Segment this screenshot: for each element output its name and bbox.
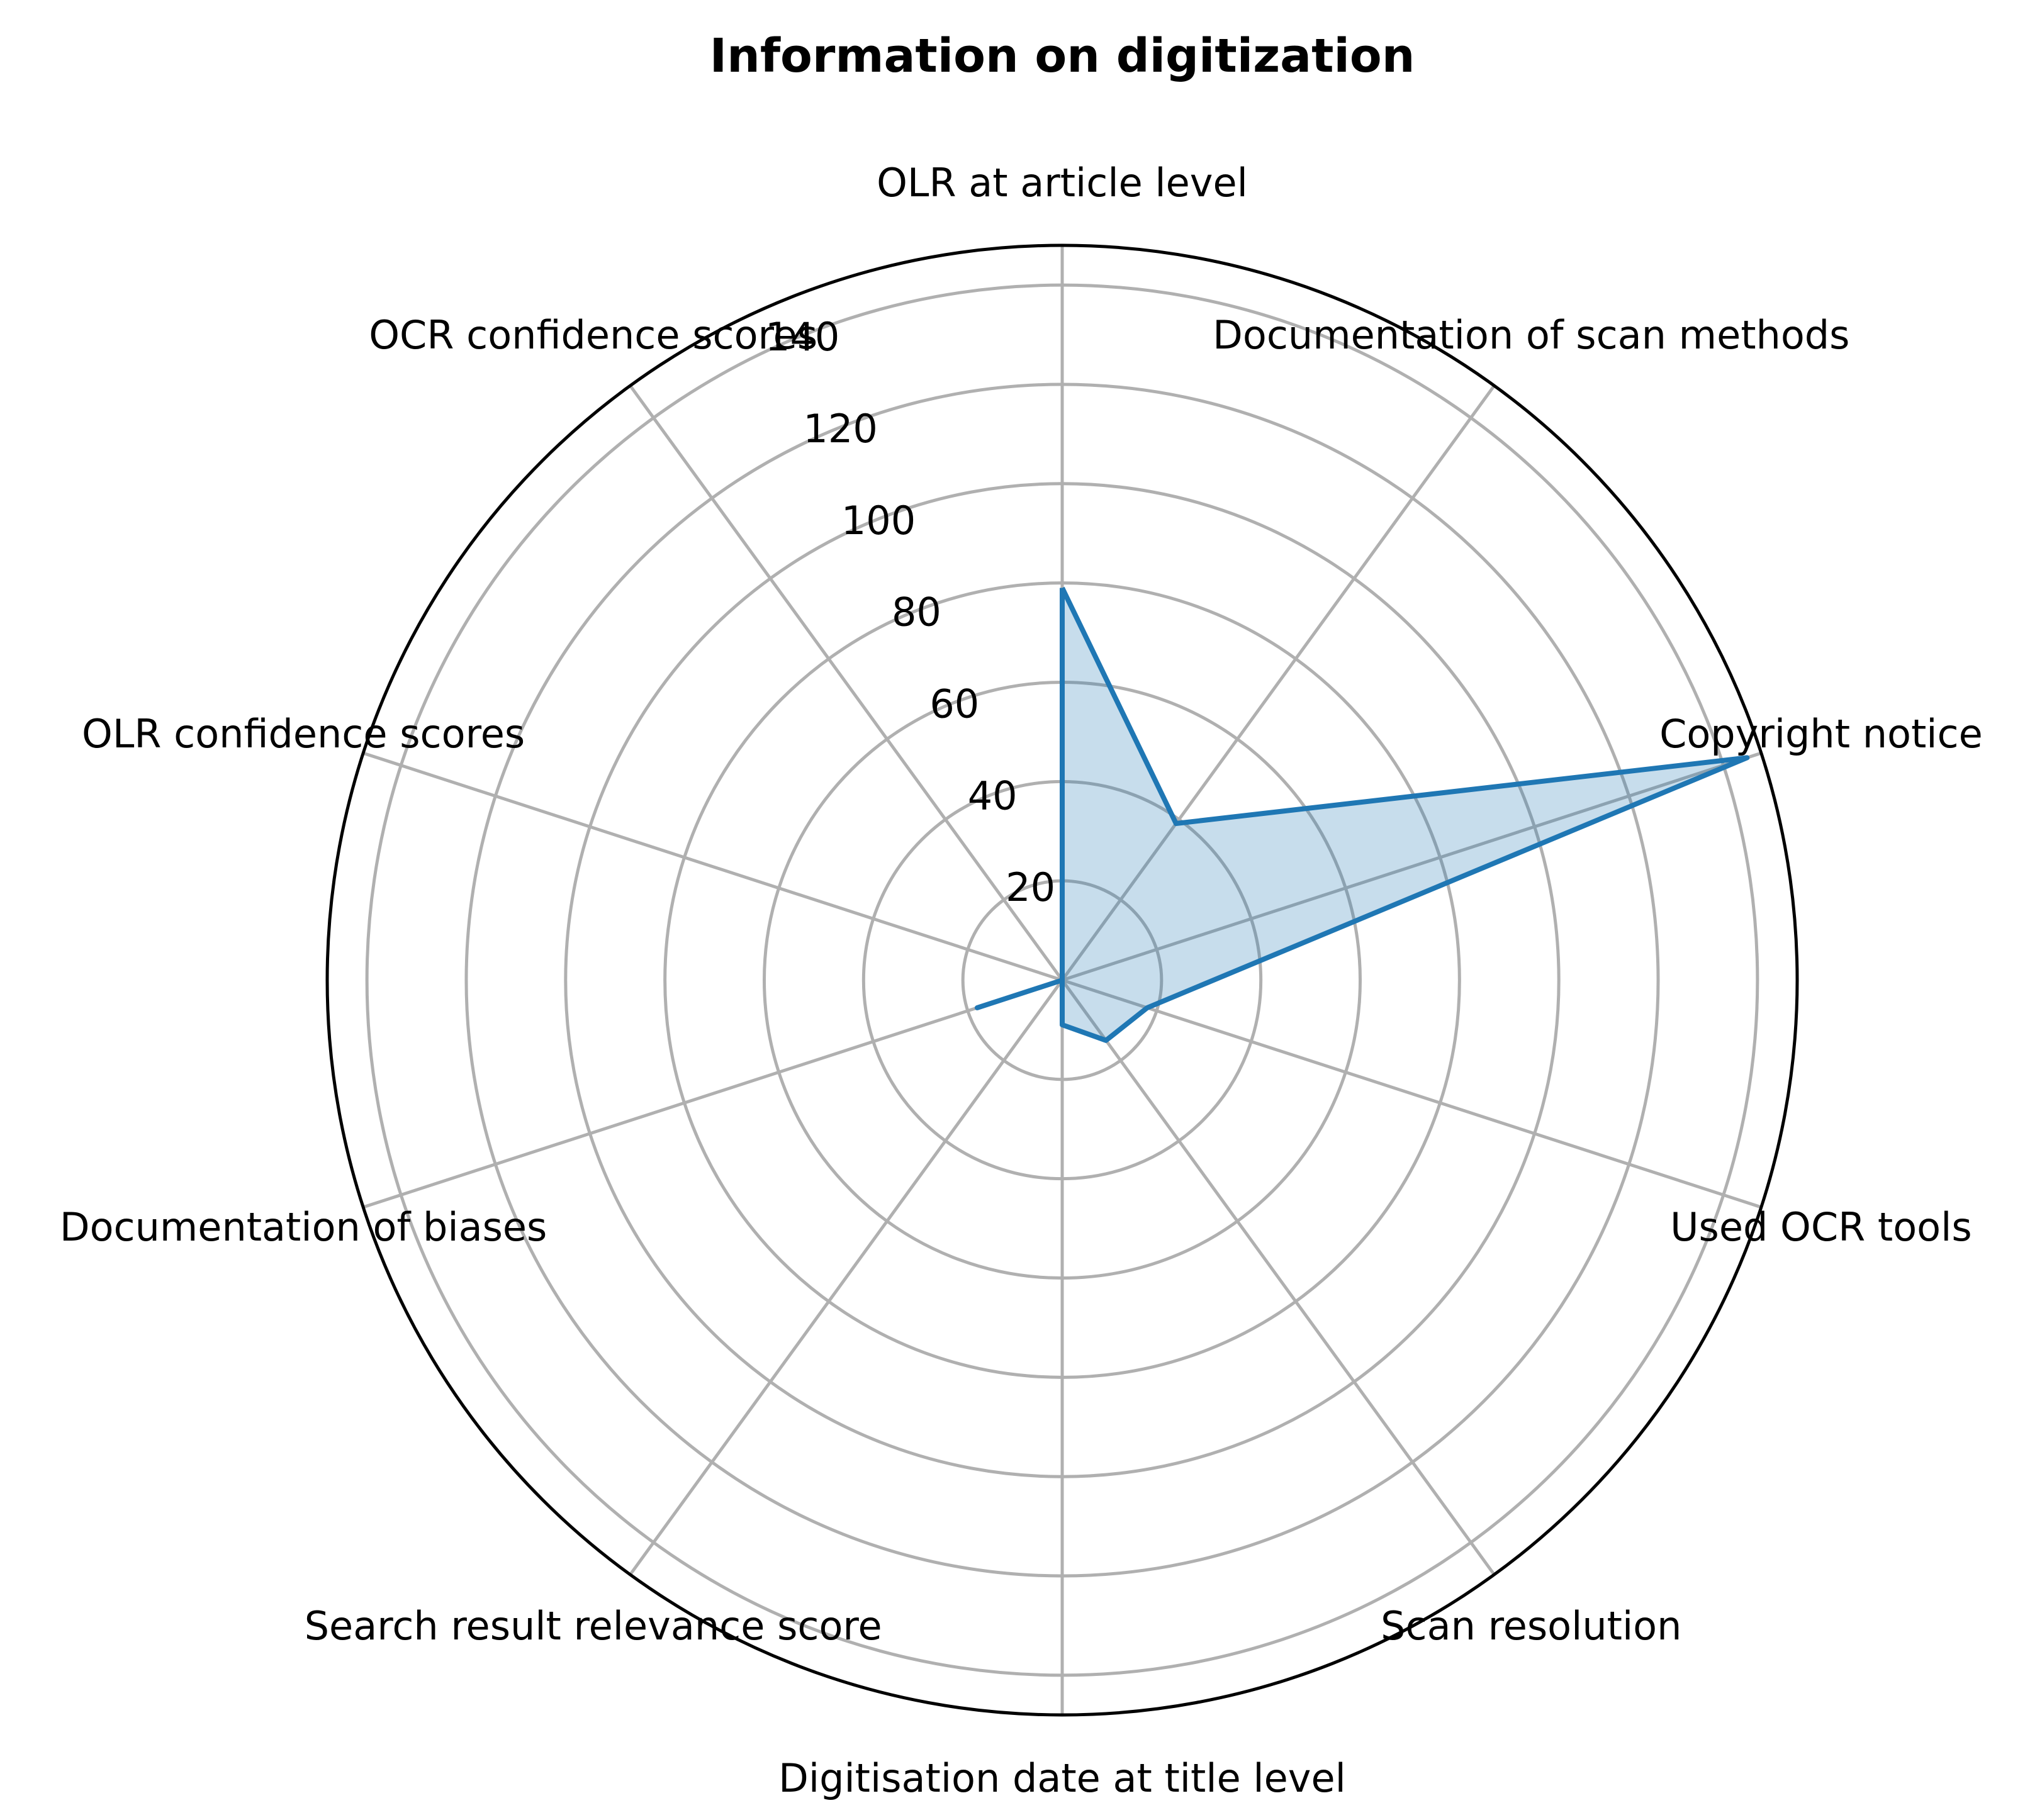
- category-label-8: OLR confidence scores: [82, 711, 525, 757]
- tick-label-140: 140: [765, 314, 839, 360]
- tick-label-80: 80: [892, 589, 941, 635]
- category-label-5: Digitisation date at title level: [778, 1755, 1346, 1801]
- tick-layer: 20 40 60 80 100 120 140: [765, 314, 1055, 910]
- spoke-7: [362, 978, 1063, 1209]
- category-label-4: Scan resolution: [1381, 1603, 1681, 1649]
- category-label-0: OLR at article level: [877, 160, 1248, 206]
- spoke-9: [629, 384, 1064, 981]
- spoke-8: [362, 751, 1063, 982]
- tick-label-40: 40: [968, 773, 1018, 818]
- tick-label-20: 20: [1006, 864, 1055, 910]
- chart-title: Information on digitization: [710, 29, 1415, 83]
- spoke-4: [1060, 979, 1496, 1576]
- category-label-6: Search result relevance score: [305, 1603, 882, 1649]
- category-label-7: Documentation of biases: [60, 1204, 547, 1250]
- spoke-1: [1060, 384, 1496, 981]
- category-label-2: Copyright notice: [1659, 711, 1983, 757]
- outer-ring: [325, 243, 1799, 1717]
- category-label-3: Used OCR tools: [1670, 1204, 1972, 1250]
- tick-label-60: 60: [929, 681, 979, 727]
- spoke-3: [1062, 978, 1762, 1209]
- label-layer: OLR at article level Documentation of sca…: [60, 160, 1983, 1801]
- spoke-2: [1062, 751, 1762, 982]
- grid-layer: [325, 243, 1799, 1717]
- series-line: [974, 586, 1750, 1043]
- tick-label-100: 100: [841, 498, 916, 544]
- category-label-9: OCR confidence scores: [369, 312, 817, 358]
- spoke-6: [629, 979, 1064, 1576]
- tick-label-120: 120: [803, 406, 877, 452]
- series-layer: [974, 586, 1750, 1043]
- series-area: [977, 588, 1747, 1041]
- category-label-1: Documentation of scan methods: [1213, 312, 1849, 358]
